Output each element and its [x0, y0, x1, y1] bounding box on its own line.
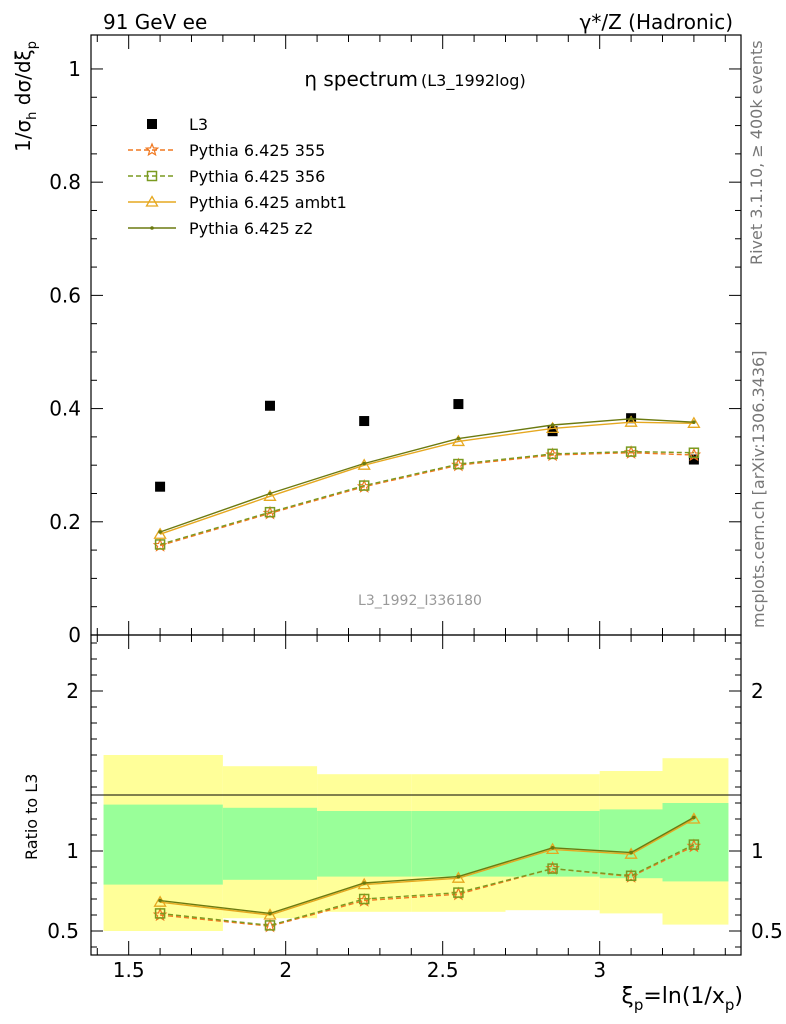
ratio-ytick-label-left: 0.5 [47, 919, 79, 943]
main-ylabel: 1/σh dσ/dξp [11, 41, 40, 152]
ratio-point-pythia-6-425-ambt1 [624, 847, 638, 859]
main-point-pythia-6-425-356 [358, 480, 370, 491]
ratio-ytick-label-left: 1 [66, 839, 79, 863]
ratio-ylabel: Ratio to L3 [22, 774, 41, 860]
legend-label-pythia-6-425-ambt1: Pythia 6.425 ambt1 [189, 193, 347, 212]
ratio-point-pythia-6-425-z2 [550, 846, 555, 850]
x-tick-label: 1.5 [113, 958, 145, 982]
main-point-pythia-6-425-z2 [456, 436, 461, 441]
ratio-point-pythia-6-425-ambt1 [263, 908, 277, 920]
main-point-l3 [688, 454, 699, 465]
main-panel-ticks: 0 0.2 0.4 0.6 0.8 1 [49, 35, 741, 647]
legend-label-pythia-6-425-355: Pythia 6.425 355 [189, 141, 325, 160]
rivet-label: Rivet 3.1.10, ≥ 400k events [747, 40, 766, 265]
main-point-pythia-6-425-ambt1 [545, 421, 560, 434]
main-line-pythia-6-425-356 [159, 450, 694, 546]
main-ytick-label: 0.8 [49, 170, 81, 194]
ratio-point-pythia-6-425-356 [154, 908, 166, 919]
main-point-l3 [547, 426, 558, 437]
ratio-point-pythia-6-425-356 [453, 887, 464, 898]
x-tick-label: 3 [593, 958, 606, 982]
main-point-pythia-6-425-356 [264, 506, 276, 518]
main-title: η spectrum [304, 67, 418, 91]
ratio-ytick-label-right: 1 [751, 839, 764, 863]
ratio-ytick-label-right: 0.5 [751, 919, 783, 943]
main-line-pythia-6-425-355 [159, 451, 694, 547]
main-point-pythia-6-425-356 [625, 446, 637, 457]
main-point-pythia-6-425-ambt1 [624, 415, 638, 427]
ratio-panel-ticks: 0.5 0.5 1 1 2 2 1.5 2 2.5 3 [47, 635, 783, 982]
mcplots-label: mcplots.cern.ch [arXiv:1306.3436] [749, 351, 768, 628]
main-line-pythia-6-425-z2 [159, 418, 694, 533]
ratio-band-inner [103, 804, 223, 885]
main-point-pythia-6-425-z2 [550, 423, 555, 427]
legend-label-pythia-6-425-356: Pythia 6.425 356 [189, 167, 325, 186]
legend: L3 Pythia 6.425 355 Pythia 6.425 356 Pythia… [128, 115, 347, 238]
legend-label-l3: L3 [189, 115, 208, 134]
ratio-point-pythia-6-425-z2 [629, 850, 633, 855]
ratio-point-pythia-6-425-356 [547, 863, 558, 874]
main-ytick-label: 0 [68, 623, 81, 647]
main-point-pythia-6-425-ambt1 [153, 527, 167, 539]
main-point-pythia-6-425-356 [688, 447, 700, 458]
ratio-point-pythia-6-425-356 [264, 920, 276, 931]
main-subtitle: (L3_1992log) [421, 71, 526, 91]
ratio-ytick-label-right: 2 [751, 679, 764, 703]
main-ytick-label: 1 [68, 57, 81, 81]
legend-marker-l3 [147, 119, 157, 129]
ratio-point-pythia-6-425-356 [688, 839, 700, 850]
main-ytick-label: 0.2 [49, 510, 81, 534]
legend-marker-pythia-6-425-355 [144, 142, 160, 157]
legend-marker-pythia-6-425-z2 [150, 226, 154, 230]
main-point-pythia-6-425-356 [453, 458, 464, 470]
ratio-point-pythia-6-425-z2 [692, 815, 696, 820]
main-point-pythia-6-425-z2 [629, 416, 633, 421]
main-point-pythia-6-425-z2 [268, 491, 272, 496]
main-point-pythia-6-425-356 [154, 539, 166, 550]
ratio-band-inner [411, 811, 506, 877]
legend-marker-pythia-6-425-ambt1 [145, 195, 159, 207]
ratio-band-inner [662, 803, 729, 882]
main-ytick-label: 0.6 [49, 283, 81, 307]
main-ytick-label: 0.4 [49, 397, 81, 421]
x-tick-label: 2.5 [427, 958, 459, 982]
main-point-l3 [453, 399, 464, 410]
main-point-l3 [155, 481, 166, 492]
legend-label-pythia-6-425-z2: Pythia 6.425 z2 [189, 219, 313, 238]
main-point-pythia-6-425-z2 [362, 461, 366, 466]
ratio-panel-series [152, 812, 702, 933]
main-line-pythia-6-425-ambt1 [159, 421, 694, 535]
ratio-point-pythia-6-425-356 [625, 870, 637, 882]
x-tick-label: 2 [279, 958, 292, 982]
ratio-panel-frame [90, 634, 742, 956]
ratio-ytick-label-left: 2 [66, 679, 79, 703]
x-axis-label: ξp=ln(1/xp) [622, 984, 743, 1014]
ratio-point-pythia-6-425-z2 [362, 881, 366, 885]
watermark-label: L3_1992_I336180 [358, 593, 482, 609]
main-point-pythia-6-425-ambt1 [451, 434, 466, 447]
ratio-band-inner [599, 809, 663, 879]
ratio-point-pythia-6-425-z2 [268, 911, 272, 916]
ratio-point-pythia-6-425-z2 [456, 874, 461, 879]
ratio-band-inner [222, 807, 318, 880]
legend-marker-pythia-6-425-356 [146, 170, 158, 182]
ratio-point-pythia-6-425-z2 [158, 898, 162, 903]
ratio-band-inner [317, 811, 412, 877]
main-point-pythia-6-425-ambt1 [263, 489, 277, 501]
header-left: 91 GeV ee [103, 10, 207, 34]
main-point-l3 [264, 400, 275, 411]
header-right: γ*/Z (Hadronic) [580, 10, 733, 34]
main-point-pythia-6-425-356 [547, 448, 558, 460]
main-panel-series [152, 399, 702, 552]
main-point-l3 [359, 416, 370, 427]
main-point-pythia-6-425-z2 [692, 420, 696, 424]
ratio-point-pythia-6-425-356 [358, 893, 370, 905]
main-point-pythia-6-425-z2 [158, 530, 162, 534]
